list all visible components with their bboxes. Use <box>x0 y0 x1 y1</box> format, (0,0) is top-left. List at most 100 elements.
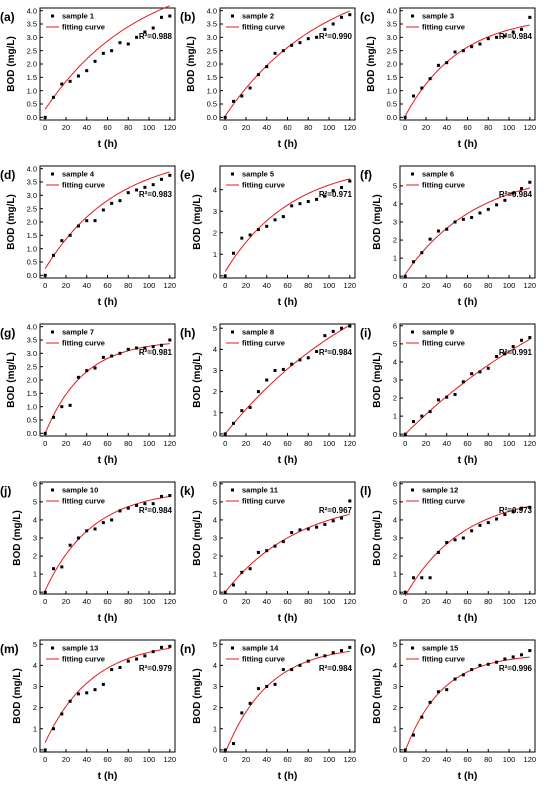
legend-label-sample: sample 9 <box>422 328 454 337</box>
data-point <box>428 410 432 414</box>
y-tick-label: 3 <box>33 682 37 691</box>
fitting-curve-line <box>224 10 351 117</box>
x-tick-label: 0 <box>403 597 407 606</box>
x-tick-label: 0 <box>403 281 407 290</box>
data-point <box>232 583 235 587</box>
legend-label-sample: sample 10 <box>62 486 98 495</box>
y-tick-label: 4.0 <box>27 322 37 331</box>
x-tick-label: 120 <box>524 755 537 764</box>
y-tick-label: 1.5 <box>27 389 37 398</box>
legend-marker-sample <box>411 488 414 492</box>
data-point <box>93 688 97 692</box>
data-point <box>110 518 114 522</box>
y-tick-label: 2 <box>393 703 397 712</box>
data-point <box>60 239 64 243</box>
data-point <box>348 324 352 328</box>
y-tick-label: 3 <box>393 534 397 543</box>
x-tick-label: 20 <box>62 597 70 606</box>
data-point <box>453 392 457 396</box>
data-point <box>110 49 114 53</box>
x-tick-label: 20 <box>422 439 430 448</box>
y-tick-label: 0.5 <box>387 100 397 109</box>
data-point <box>135 657 139 661</box>
fitting-curve-line <box>404 656 530 752</box>
data-point <box>453 220 457 224</box>
x-tick-label: 60 <box>283 439 291 448</box>
data-point <box>240 236 244 240</box>
data-point <box>348 645 352 649</box>
data-point <box>135 35 139 39</box>
data-point <box>461 49 465 53</box>
data-point <box>101 355 105 359</box>
y-tick-label: 3.0 <box>27 191 37 200</box>
data-point <box>265 684 269 688</box>
data-point <box>348 13 352 17</box>
y-tick-label: 3.5 <box>207 20 217 29</box>
x-tick-label: 20 <box>62 439 70 448</box>
y-tick-label: 1 <box>33 724 37 733</box>
data-point <box>52 415 55 419</box>
legend-label-sample: sample 11 <box>242 486 278 495</box>
plot-frame <box>399 639 536 753</box>
x-tick-label: 0 <box>43 439 47 448</box>
x-tick-label: 80 <box>124 439 132 448</box>
y-tick-label: 4.0 <box>207 6 217 15</box>
data-point <box>76 224 80 228</box>
panel-label: (g) <box>0 326 15 340</box>
data-point <box>223 748 227 752</box>
x-tick-label: 40 <box>83 281 91 290</box>
y-tick-label: 4 <box>213 516 217 525</box>
legend-marker-sample <box>231 488 234 492</box>
fitting-curve-line <box>404 187 530 275</box>
x-tick-label: 40 <box>83 123 91 132</box>
data-point <box>412 94 415 98</box>
r-squared-annotation: R²=0.967 <box>319 506 353 515</box>
data-point <box>110 668 114 672</box>
x-tick-label: 120 <box>344 755 357 764</box>
x-tick-label: 0 <box>43 755 47 764</box>
x-tick-label: 80 <box>304 123 312 132</box>
x-tick-label: 60 <box>463 123 471 132</box>
data-point <box>68 79 72 83</box>
legend-label-sample: sample 7 <box>62 328 94 337</box>
y-tick-label: 6 <box>213 479 217 488</box>
data-point <box>52 95 55 99</box>
chart-panel: (g) 0 20 40 60 80 100 120 0.0 0.5 1.0 1.5 2.0 2.5 3.0 3… <box>0 322 176 466</box>
y-tick-label: 0.0 <box>27 429 37 438</box>
y-tick-label: 2.5 <box>27 204 37 213</box>
x-tick-label: 40 <box>263 439 271 448</box>
data-point <box>478 523 482 527</box>
y-tick-label: 2.0 <box>387 60 397 69</box>
data-point <box>412 733 415 737</box>
data-point <box>101 521 105 525</box>
r-squared-annotation: R²=0.990 <box>319 32 353 41</box>
x-tick-label: 100 <box>143 123 156 132</box>
plot-frame <box>39 323 176 437</box>
data-point <box>135 346 139 350</box>
x-tick-label: 20 <box>422 123 430 132</box>
legend-label-sample: sample 14 <box>242 644 279 653</box>
y-axis-label: BOD (mg/L) <box>192 510 203 566</box>
y-tick-label: 3.0 <box>27 33 37 42</box>
data-point <box>101 208 105 212</box>
data-point <box>428 700 432 704</box>
y-axis-label: BOD (mg/L) <box>6 36 17 92</box>
y-tick-label: 1 <box>393 412 397 421</box>
panel-label: (e) <box>180 168 195 182</box>
data-point <box>461 380 465 384</box>
x-axis-label: t (h) <box>98 770 118 782</box>
data-point <box>256 390 260 394</box>
data-point <box>85 369 89 373</box>
legend-label-curve: fitting curve <box>422 655 465 664</box>
y-tick-label: 3 <box>393 218 397 227</box>
x-tick-label: 60 <box>463 597 471 606</box>
x-tick-label: 100 <box>323 281 336 290</box>
data-point <box>135 188 139 192</box>
data-point <box>290 43 294 47</box>
y-tick-label: 1.5 <box>207 73 217 82</box>
data-point <box>315 349 319 353</box>
x-tick-label: 120 <box>524 439 537 448</box>
data-point <box>143 654 147 658</box>
data-point <box>248 405 252 409</box>
